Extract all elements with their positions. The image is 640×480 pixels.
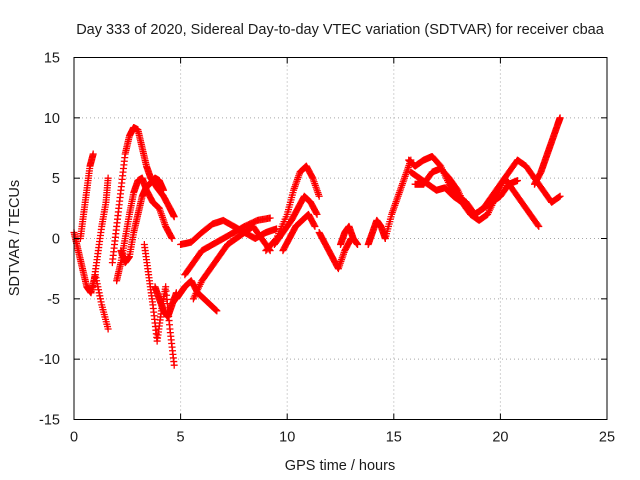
series-arc-p: [315, 228, 355, 273]
series-arc-d: [108, 123, 178, 267]
x-tick-label: 20: [492, 430, 508, 446]
x-tick-label: 10: [279, 430, 295, 446]
data-point: [534, 221, 542, 229]
series-arc-b: [76, 150, 97, 242]
data-point: [315, 192, 323, 200]
series-arc-k: [181, 214, 274, 279]
y-axis-label: SDTVAR / TECUs: [7, 180, 23, 296]
data-point: [513, 177, 521, 185]
ticks: 0 5 10 15 20 25 -15 -10 -5 0 5 10 15: [39, 51, 615, 446]
series-arc-o: [279, 210, 319, 255]
series-arc-q: [337, 222, 362, 249]
x-tick-label: 15: [386, 430, 402, 446]
x-axis-label: GPS time / hours: [285, 458, 395, 474]
data-point: [160, 186, 168, 194]
data-point: [556, 192, 564, 200]
y-tick-label: -10: [39, 352, 60, 368]
data-points: [70, 114, 564, 369]
data-point: [556, 114, 564, 122]
data-point: [266, 214, 274, 222]
chart-title: Day 333 of 2020, Sidereal Day-to-day VTE…: [76, 22, 605, 38]
data-point: [104, 174, 112, 182]
y-tick-label: -5: [47, 292, 60, 308]
series-arc-v: [411, 165, 521, 218]
series-arc-w: [531, 114, 564, 188]
series-arc-f: [117, 174, 168, 267]
data-point: [535, 222, 543, 230]
series-arc-c: [89, 174, 112, 291]
x-tick-label: 0: [70, 430, 78, 446]
data-point: [354, 241, 362, 249]
data-point: [213, 307, 221, 315]
y-tick-label: 0: [52, 232, 60, 248]
series-arc-s: [381, 156, 415, 242]
data-point: [313, 210, 321, 218]
data-point: [170, 213, 178, 221]
y-tick-label: 5: [52, 171, 60, 187]
y-tick-label: -15: [39, 413, 60, 429]
series-arc-h: [151, 283, 180, 321]
series-arc-i: [172, 277, 221, 315]
series-arc-n: [270, 192, 321, 249]
x-tick-label: 5: [177, 430, 185, 446]
y-tick-label: 15: [44, 51, 60, 67]
data-point: [89, 150, 97, 158]
series-arc-l: [189, 222, 274, 303]
x-tick-label: 25: [599, 430, 615, 446]
data-point: [104, 325, 112, 333]
y-tick-label: 10: [44, 111, 60, 127]
data-point: [168, 235, 176, 242]
data-point: [170, 361, 178, 369]
data-point: [311, 222, 319, 230]
series-arc-r: [364, 216, 389, 249]
series-arc-a: [70, 228, 112, 333]
